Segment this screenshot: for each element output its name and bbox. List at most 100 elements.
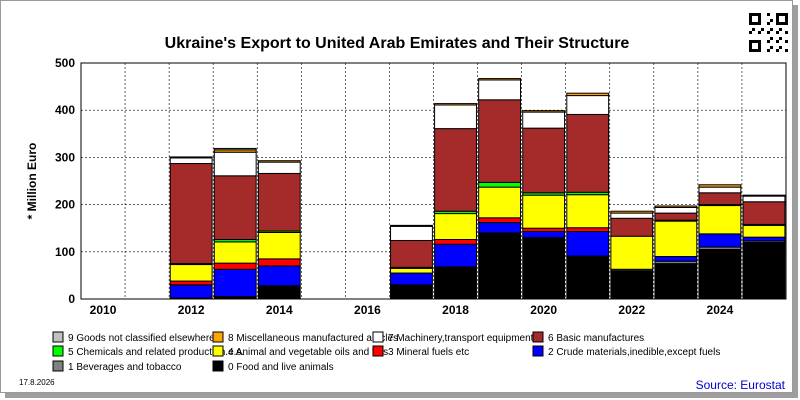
bar-segment-2018-s6: [434, 128, 477, 212]
chart-title: Ukraine's Export to United Arab Emirates…: [165, 35, 630, 52]
legend-swatch: [532, 345, 544, 357]
bar-segment-2021-s2: [566, 231, 610, 257]
bar-segment-2023-s2: [654, 256, 698, 262]
legend: 9 Goods not classified elsewhere 8 Miscel…: [52, 331, 720, 373]
bar-segment-2017-s0: [390, 284, 433, 300]
bar-segment-2021-s4: [566, 194, 610, 229]
x-tick-label: 2016: [354, 303, 381, 317]
bar-segment-2014-s6: [257, 172, 301, 232]
bar-segment-2021-s3: [566, 227, 610, 233]
bar-segment-2019-s3: [478, 217, 522, 224]
qr-module: [767, 22, 770, 25]
bar-segment-2014-s8: [257, 160, 301, 163]
plot-area: 0 100 200 300 400 500 2010 2012 2014 2016 2018 2020…: [55, 56, 787, 317]
qr-finder-inner: [752, 16, 758, 22]
legend-swatch: [212, 345, 224, 357]
bar-segment-2024-s0: [698, 248, 742, 300]
bar-segment-2021-s8: [566, 92, 610, 97]
bar-segment-2025-s2: [742, 236, 786, 242]
legend-swatch: [372, 345, 384, 357]
qr-module: [776, 40, 779, 43]
qr-module: [758, 31, 761, 34]
qr-module: [767, 13, 770, 16]
bar-segment-2019-s8: [478, 78, 522, 81]
bar-segment-2018-s3: [434, 239, 477, 245]
qr-module: [779, 37, 782, 40]
qr-finder-inner: [779, 16, 785, 22]
qr-module: [767, 49, 770, 52]
bar-segment-2019-s4: [478, 186, 522, 219]
x-tick-label: 2022: [618, 303, 645, 317]
bar-segment-2020-s4: [522, 194, 566, 229]
y-tick-label: 500: [55, 56, 75, 70]
bar-segment-2012-s7: [169, 157, 213, 165]
bar-segment-2021-s6: [566, 113, 610, 193]
x-tick-label: 2012: [178, 303, 205, 317]
legend-swatch: [52, 345, 64, 357]
y-tick-label: 200: [55, 198, 75, 212]
x-tick-label: 2024: [707, 303, 734, 317]
bar-segment-2014-s4: [257, 231, 301, 260]
chart-svg: Ukraine's Export to United Arab Emirates…: [19, 13, 788, 392]
x-tick-label: 2020: [530, 303, 557, 317]
bar-segment-2020-s0: [522, 237, 566, 300]
bar-segment-2017-s6: [390, 239, 433, 268]
bar-segment-2014-s7: [257, 161, 301, 174]
bar-segment-2022-s4: [610, 235, 654, 270]
date-stamp: 17.8.2026: [19, 378, 55, 387]
qr-module: [749, 31, 752, 34]
bar-segment-2022-s7: [610, 212, 654, 219]
bar-segment-2018-s0: [434, 266, 477, 300]
legend-label: 8 Miscellaneous manufactured articles: [228, 333, 398, 344]
qr-module: [767, 31, 770, 34]
bar-segment-2025-s4: [742, 224, 786, 238]
bar-segment-2012-s3: [169, 280, 213, 286]
bar-segment-2013-s7: [213, 151, 257, 177]
chart-frame: Ukraine's Export to United Arab Emirates…: [0, 0, 793, 393]
source-link[interactable]: Source: Eurostat: [696, 378, 786, 392]
bar-segment-2021-s7: [566, 95, 610, 115]
qr-module: [770, 46, 773, 49]
bar-segment-2013-s3: [213, 262, 257, 270]
bar-segment-2023-s0: [654, 263, 698, 300]
bar-segment-2025-s0: [742, 241, 786, 300]
bar-segment-2024-s4: [698, 205, 742, 235]
bar-segment-2020-s6: [522, 127, 566, 194]
bar-segment-2025-s7: [742, 195, 786, 203]
bar-segment-2019-s5: [478, 181, 522, 188]
bar-segment-2012-s2: [169, 284, 213, 299]
bar-segment-2020-s8: [522, 110, 566, 113]
qr-module: [761, 28, 764, 31]
qr-module: [770, 28, 773, 31]
legend-swatch: [212, 331, 224, 343]
bar-segment-2023-s7: [654, 206, 698, 214]
y-axis-label: * Million Euro: [25, 143, 39, 220]
bar-segment-2017-s4: [390, 267, 433, 274]
bar-segment-2018-s4: [434, 213, 477, 241]
bar-segment-2024-s6: [698, 192, 742, 206]
qr-module: [767, 40, 770, 43]
y-tick-label: 0: [68, 292, 75, 306]
bar-segment-2013-s9: [213, 147, 257, 151]
qr-module: [779, 28, 782, 31]
bar-segment-2020-s7: [522, 111, 566, 129]
legend-swatch: [532, 331, 544, 343]
bar-segment-2023-s6: [654, 212, 698, 221]
bar-segment-2024-s2: [698, 233, 742, 248]
legend-swatch: [372, 331, 384, 343]
legend-label: 6 Basic manufactures: [548, 333, 644, 344]
qr-finder-inner: [752, 43, 758, 49]
bar-segment-2014-s0: [257, 285, 301, 300]
qr-module: [770, 37, 773, 40]
bar-segment-2017-s7: [390, 225, 433, 241]
bar-segment-2024-s8: [698, 184, 742, 188]
bar-segment-2019-s7: [478, 79, 522, 101]
bar-segment-2025-s8: [742, 194, 786, 197]
bar-segment-2013-s2: [213, 268, 257, 298]
y-tick-label: 100: [55, 245, 75, 259]
legend-swatch: [52, 331, 64, 343]
bar-segment-2023-s8: [654, 205, 698, 208]
legend-swatch: [52, 360, 64, 372]
bar-segment-2012-s6: [169, 163, 213, 265]
legend-label: 7 Machinery,transport equipment: [388, 333, 534, 344]
